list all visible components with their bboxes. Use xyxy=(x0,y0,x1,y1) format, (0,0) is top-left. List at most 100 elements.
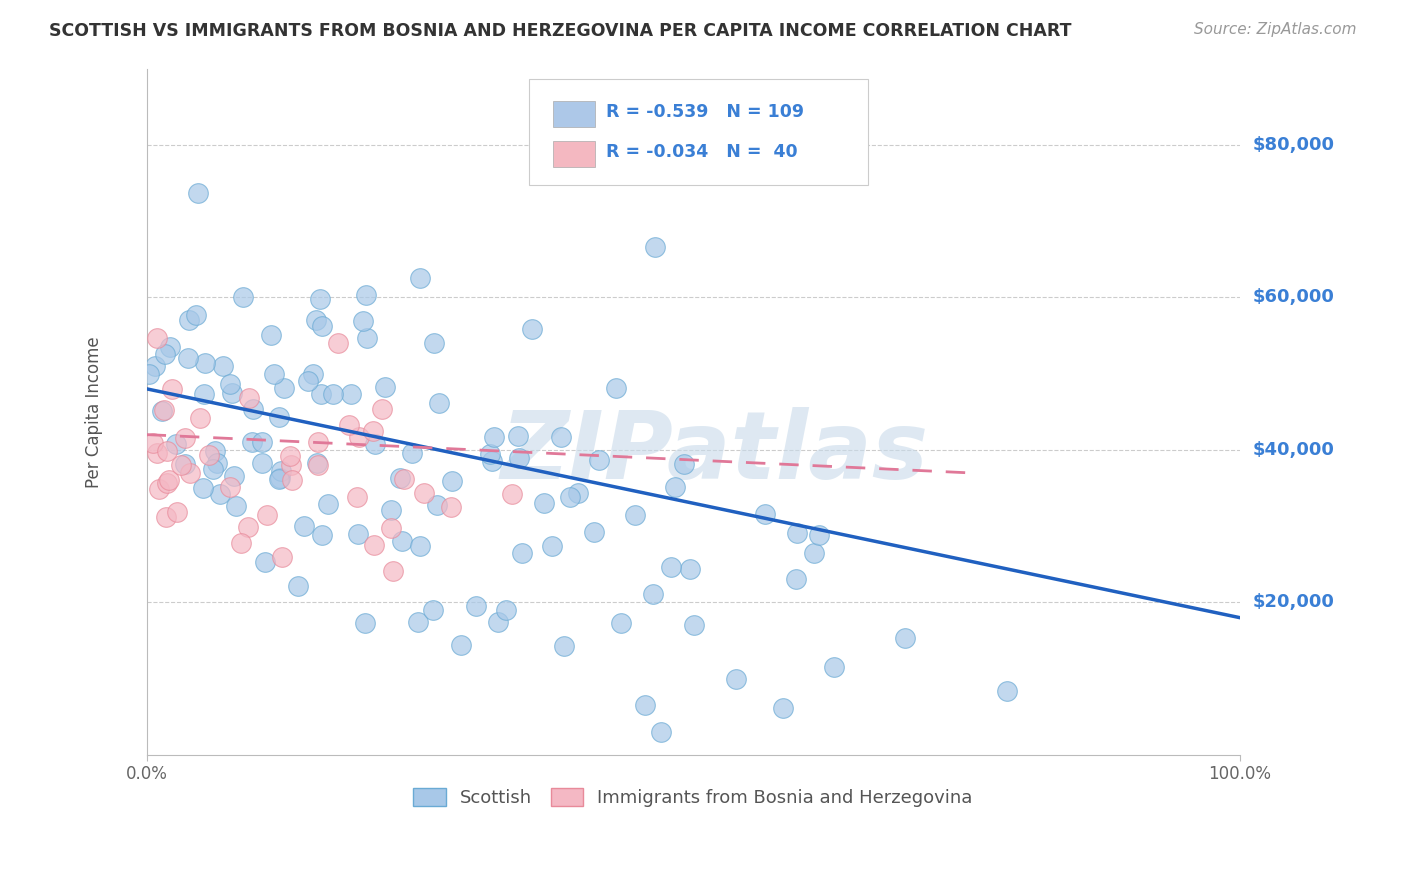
Point xyxy=(356,331,378,345)
Point xyxy=(287,579,309,593)
Point xyxy=(307,458,329,472)
Point xyxy=(160,382,183,396)
Point xyxy=(465,599,488,613)
Point xyxy=(423,336,446,351)
Point xyxy=(995,684,1018,698)
Point xyxy=(280,458,302,472)
Point xyxy=(250,435,273,450)
Point xyxy=(381,564,404,578)
Bar xyxy=(553,141,595,167)
Point xyxy=(273,381,295,395)
Point xyxy=(194,356,217,370)
Bar xyxy=(553,101,595,127)
Point xyxy=(271,549,294,564)
Text: R = -0.539   N = 109: R = -0.539 N = 109 xyxy=(606,103,804,120)
Point xyxy=(664,480,686,494)
Point xyxy=(340,386,363,401)
Point xyxy=(219,480,242,494)
Point xyxy=(302,367,325,381)
Point xyxy=(482,430,505,444)
Point xyxy=(374,380,396,394)
Point xyxy=(193,387,215,401)
Point xyxy=(426,498,449,512)
Point xyxy=(328,335,350,350)
Text: $60,000: $60,000 xyxy=(1253,288,1334,306)
Point xyxy=(363,538,385,552)
Point xyxy=(138,367,160,381)
Point xyxy=(143,359,166,373)
Point xyxy=(785,572,807,586)
Point xyxy=(352,314,374,328)
Point xyxy=(146,446,169,460)
Point xyxy=(409,271,432,285)
Point xyxy=(605,381,627,395)
Point xyxy=(412,485,434,500)
Text: $40,000: $40,000 xyxy=(1253,441,1334,458)
Point xyxy=(409,539,432,553)
Point xyxy=(307,456,329,470)
Point xyxy=(679,562,702,576)
Point xyxy=(501,487,523,501)
Text: SCOTTISH VS IMMIGRANTS FROM BOSNIA AND HERZEGOVINA PER CAPITA INCOME CORRELATION: SCOTTISH VS IMMIGRANTS FROM BOSNIA AND H… xyxy=(49,22,1071,40)
Point xyxy=(150,404,173,418)
Point xyxy=(401,445,423,459)
Point xyxy=(522,322,544,336)
Point xyxy=(724,673,747,687)
Point xyxy=(354,288,377,302)
Point xyxy=(894,631,917,645)
Point xyxy=(152,403,174,417)
Point xyxy=(166,505,188,519)
Point xyxy=(311,528,333,542)
Point xyxy=(610,616,633,631)
Point xyxy=(292,519,315,533)
Point xyxy=(260,327,283,342)
Point xyxy=(823,660,845,674)
Point xyxy=(173,458,195,472)
Point xyxy=(541,539,564,553)
Point xyxy=(582,524,605,539)
Point xyxy=(339,417,361,432)
Point xyxy=(380,520,402,534)
Point xyxy=(207,456,229,470)
Point xyxy=(309,387,332,401)
Point xyxy=(481,454,503,468)
Point xyxy=(506,429,529,443)
Point xyxy=(256,508,278,523)
Point xyxy=(232,290,254,304)
Point xyxy=(153,347,176,361)
Point xyxy=(478,447,501,461)
Point xyxy=(221,386,243,401)
Point xyxy=(354,615,377,630)
Text: Per Capita Income: Per Capita Income xyxy=(86,336,103,488)
Legend: Scottish, Immigrants from Bosnia and Herzegovina: Scottish, Immigrants from Bosnia and Her… xyxy=(406,781,980,814)
Point xyxy=(422,603,444,617)
Point xyxy=(209,487,232,501)
Point xyxy=(558,490,581,504)
Point xyxy=(307,434,329,449)
Point xyxy=(240,435,263,450)
Point xyxy=(567,485,589,500)
Point xyxy=(406,615,429,629)
Point xyxy=(440,474,463,488)
Point xyxy=(179,466,201,480)
Point xyxy=(242,401,264,416)
Point xyxy=(173,431,195,445)
Point xyxy=(510,546,533,560)
FancyBboxPatch shape xyxy=(529,78,868,186)
Point xyxy=(202,462,225,476)
Point xyxy=(159,340,181,354)
Point xyxy=(623,508,645,523)
Point xyxy=(308,292,330,306)
Point xyxy=(212,359,235,374)
Text: R = -0.034   N =  40: R = -0.034 N = 40 xyxy=(606,143,797,161)
Point xyxy=(659,560,682,574)
Point xyxy=(380,503,402,517)
Point xyxy=(347,526,370,541)
Point xyxy=(229,535,252,549)
Text: Source: ZipAtlas.com: Source: ZipAtlas.com xyxy=(1194,22,1357,37)
Point xyxy=(253,555,276,569)
Point xyxy=(270,464,292,478)
Point xyxy=(808,528,831,542)
Point xyxy=(391,533,413,548)
Point xyxy=(644,240,666,254)
